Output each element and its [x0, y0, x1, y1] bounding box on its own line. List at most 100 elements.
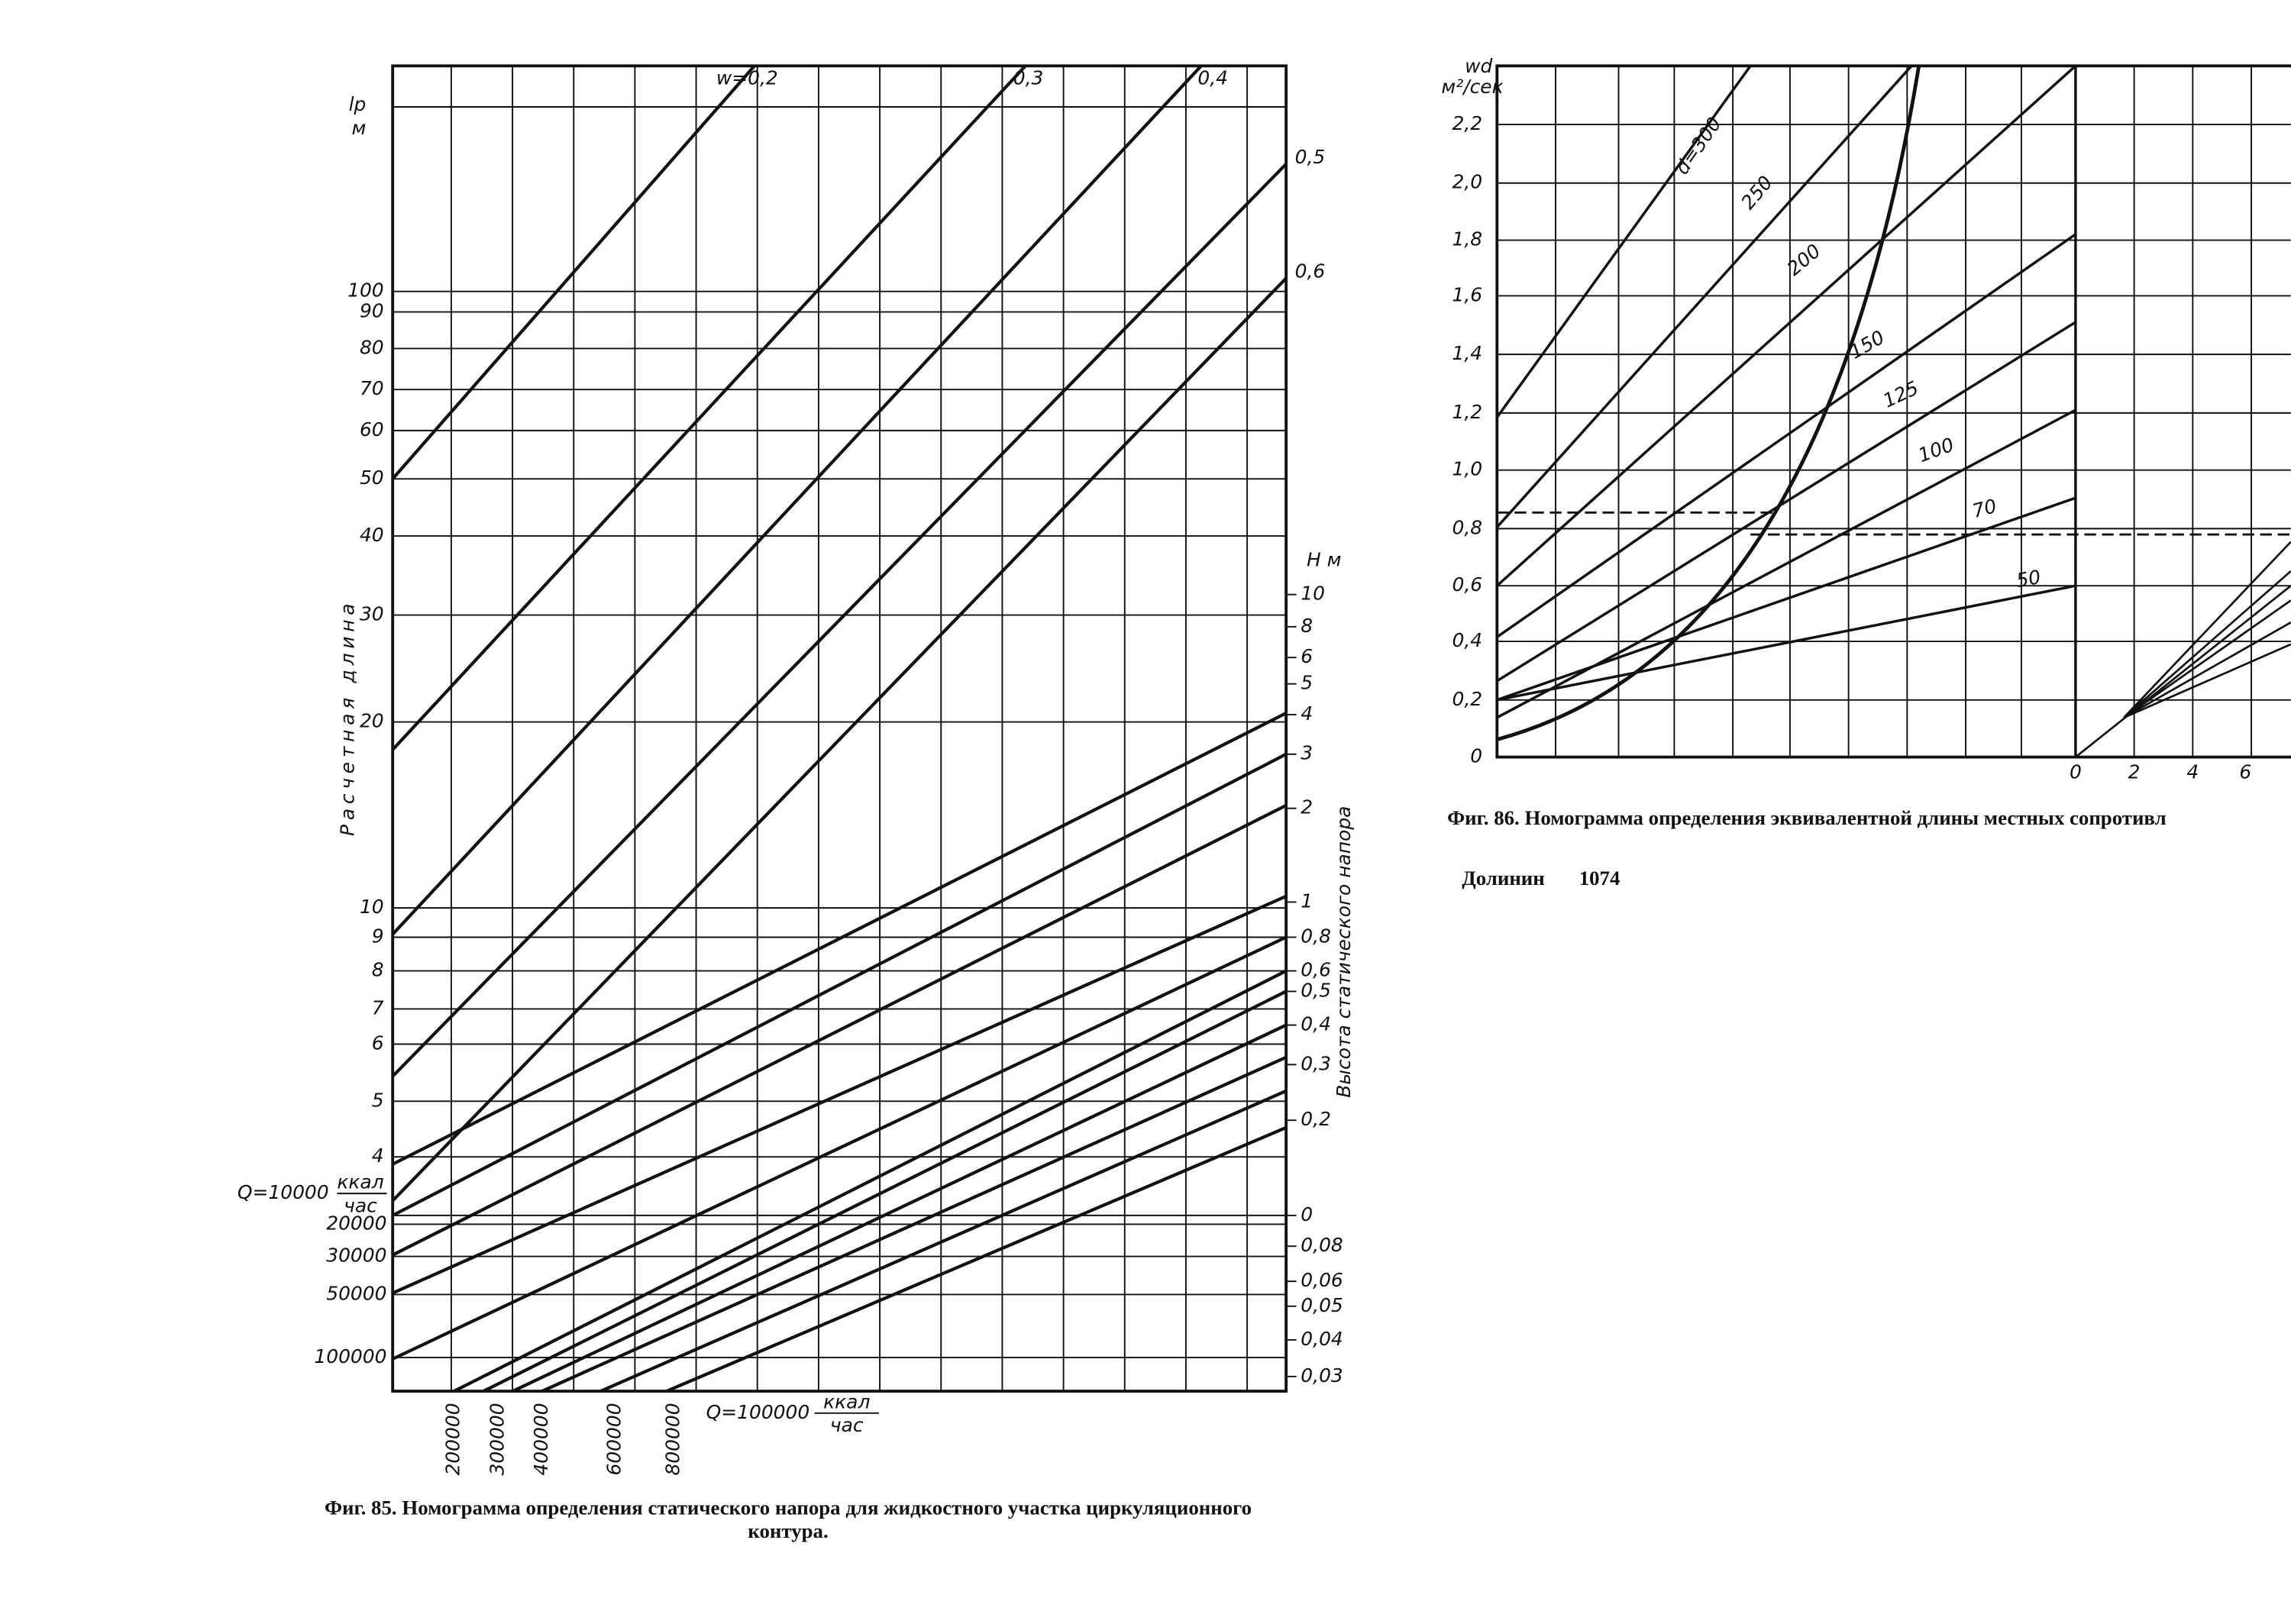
left-tick: 90 — [360, 300, 384, 322]
right-tick: 0,5 — [1295, 146, 1326, 168]
left-tick: 80 — [360, 336, 384, 358]
y-tick: 0,4 — [1452, 629, 1482, 651]
fan-line — [2075, 585, 2291, 758]
axis-unit: м — [351, 117, 366, 139]
y-tick: 2,2 — [1452, 112, 1482, 134]
line-label: 100 — [1915, 434, 1957, 467]
right-tick: 0,3 — [1301, 1052, 1331, 1074]
axis-symbol: wd — [1465, 55, 1492, 77]
d-line — [1495, 65, 1752, 418]
q-tick: 20000 — [326, 1212, 386, 1234]
d-line — [1496, 408, 2076, 719]
y-tick: 1,2 — [1452, 401, 1482, 423]
left-tick: 7 — [372, 996, 384, 1019]
nomo-line — [599, 1089, 1287, 1393]
nomo-line — [392, 803, 1288, 1257]
d-line — [1496, 65, 1913, 528]
nomo-line — [391, 64, 756, 480]
d-line — [1496, 584, 2076, 702]
nomo-line — [392, 752, 1288, 1217]
x-tick: 2 — [2128, 761, 2141, 783]
nomo-line — [512, 1023, 1288, 1393]
q-unit: час — [830, 1414, 864, 1436]
q-tick: 800000 — [661, 1403, 683, 1475]
right-tick: 0,08 — [1301, 1234, 1343, 1256]
y-tick: 0 — [1470, 745, 1482, 767]
x-tick: 6 — [2239, 761, 2251, 783]
fig85-frame — [391, 64, 1288, 1393]
nomo-line — [391, 163, 1288, 1078]
right-tick: 4 — [1301, 702, 1313, 725]
line-label: 50 — [2015, 566, 2042, 592]
right-tick: 10 — [1301, 583, 1325, 605]
caption: Фиг. 85. Номограмма определения статичес… — [325, 1496, 1252, 1519]
left-tick: 100 — [347, 279, 384, 302]
left-tick: 40 — [360, 524, 384, 546]
nomo-line — [453, 969, 1288, 1393]
footer: 1074 — [1579, 867, 1621, 889]
left-tick: 50 — [360, 467, 384, 489]
right-tick: 0,5 — [1301, 979, 1331, 1001]
y-tick: 0,8 — [1452, 516, 1482, 538]
axis-title: Высота статического напора — [1333, 806, 1355, 1098]
caption: контура. — [748, 1519, 828, 1542]
y-tick: 1,6 — [1452, 283, 1482, 305]
q-label: Q=100000 — [706, 1401, 810, 1423]
right-tick: 0,2 — [1301, 1108, 1331, 1130]
right-tick: 8 — [1301, 615, 1313, 637]
q-tick: 200000 — [442, 1403, 464, 1475]
footer: Долинин — [1462, 867, 1544, 889]
fan-line — [2123, 599, 2291, 718]
right-tick: 6 — [1301, 645, 1313, 667]
y-tick: 2,0 — [1452, 171, 1482, 193]
nomo-line — [392, 894, 1287, 1295]
q-tick: 50000 — [326, 1282, 386, 1304]
q-tick: 30000 — [326, 1245, 386, 1267]
nomo-line — [391, 276, 1288, 1203]
caption: Фиг. 86. Номограмма определения эквивале… — [1447, 806, 2167, 829]
q-tick: 300000 — [486, 1403, 508, 1475]
q-tick: 600000 — [603, 1403, 625, 1475]
q-tick: 100000 — [314, 1345, 386, 1367]
right-tick: 0,8 — [1301, 925, 1331, 947]
d-line — [1496, 321, 2076, 683]
right-tick: 5 — [1301, 672, 1313, 694]
nomo-line — [666, 1125, 1287, 1393]
right-tick: 0,06 — [1301, 1269, 1343, 1291]
y-tick: 1,4 — [1452, 342, 1482, 364]
q-unit: ккал — [823, 1390, 870, 1413]
line-label: 200 — [1783, 240, 1825, 280]
right-tick: 2 — [1301, 796, 1313, 818]
axis-title: Расчетная длина — [337, 599, 359, 836]
nomo-line — [392, 712, 1288, 1166]
axis-unit: м²/сек — [1441, 76, 1503, 98]
left-tick: 10 — [360, 896, 384, 918]
axis-symbol: lр — [349, 93, 367, 115]
fan-line — [2123, 621, 2291, 718]
y-tick: 0,6 — [1452, 573, 1482, 596]
line-label: 125 — [1879, 376, 1921, 412]
nomo-line — [391, 64, 1027, 751]
right-tick: 0,6 — [1301, 959, 1331, 981]
q-label: Q=10000 — [238, 1181, 329, 1203]
line-label: 70 — [1970, 495, 1999, 522]
nomo-line — [391, 64, 1203, 936]
w-label: 0,4 — [1197, 67, 1228, 89]
d-line — [1496, 496, 2076, 702]
q-unit: час — [344, 1194, 377, 1216]
w-label: 0,3 — [1013, 67, 1044, 89]
fan-line — [2123, 570, 2291, 718]
w-label: w=0,2 — [716, 67, 778, 89]
nomo-line — [541, 1055, 1287, 1393]
y-tick: 1,0 — [1452, 458, 1482, 480]
left-tick: 8 — [372, 959, 384, 981]
line-label: 250 — [1737, 172, 1777, 214]
right-tick: 3 — [1301, 742, 1313, 764]
nomo-line — [392, 935, 1288, 1361]
left-tick: 5 — [372, 1089, 384, 1111]
fan-line — [2123, 643, 2291, 719]
left-tick: 9 — [372, 925, 384, 947]
right-tick: 0,03 — [1301, 1364, 1343, 1387]
right-tick: 0,05 — [1301, 1294, 1343, 1316]
